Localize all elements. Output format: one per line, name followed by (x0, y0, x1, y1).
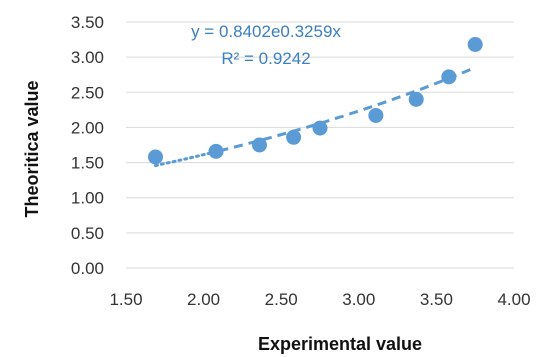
trendline (154, 66, 476, 168)
y-tick-label-1: 0.50 (71, 224, 104, 243)
data-point-6 (408, 91, 424, 107)
y-tick-label-0: 0.00 (71, 259, 104, 278)
data-point-8 (467, 36, 483, 52)
trendline-r-squared: R² = 0.9242 (221, 49, 310, 68)
y-tick-label-4: 2.00 (71, 118, 104, 137)
x-axis-label: Experimental value (258, 334, 422, 354)
data-point-2 (251, 137, 267, 153)
y-tick-label-5: 2.50 (71, 83, 104, 102)
x-tick-label-4: 3.50 (420, 290, 453, 309)
x-tick-label-5: 4.00 (497, 290, 530, 309)
gridlines (126, 21, 514, 269)
x-tick-label-0: 1.50 (109, 290, 142, 309)
data-point-7 (441, 69, 457, 85)
data-point-4 (312, 120, 328, 136)
data-point-1 (208, 143, 224, 159)
x-tick-label-3: 3.00 (342, 290, 375, 309)
x-tick-label-1: 2.00 (187, 290, 220, 309)
data-point-5 (368, 107, 384, 123)
y-tick-label-6: 3.00 (71, 48, 104, 67)
y-tick-label-3: 1.50 (71, 154, 104, 173)
x-tick-labels: 1.50 2.00 2.50 3.00 3.50 4.00 (109, 290, 530, 309)
y-tick-label-2: 1.00 (71, 189, 104, 208)
y-tick-labels: 0.00 0.50 1.00 1.50 2.00 2.50 3.00 3.50 (71, 13, 104, 278)
trendline-dotted-segment (154, 149, 221, 168)
data-points (147, 36, 483, 165)
trendline-equation: y = 0.8402e0.3259x (191, 22, 341, 41)
y-tick-label-7: 3.50 (71, 13, 104, 32)
x-tick-label-2: 2.50 (265, 290, 298, 309)
y-axis-label: Theoritica value (22, 80, 42, 217)
data-point-0 (147, 149, 163, 165)
data-point-3 (286, 129, 302, 145)
